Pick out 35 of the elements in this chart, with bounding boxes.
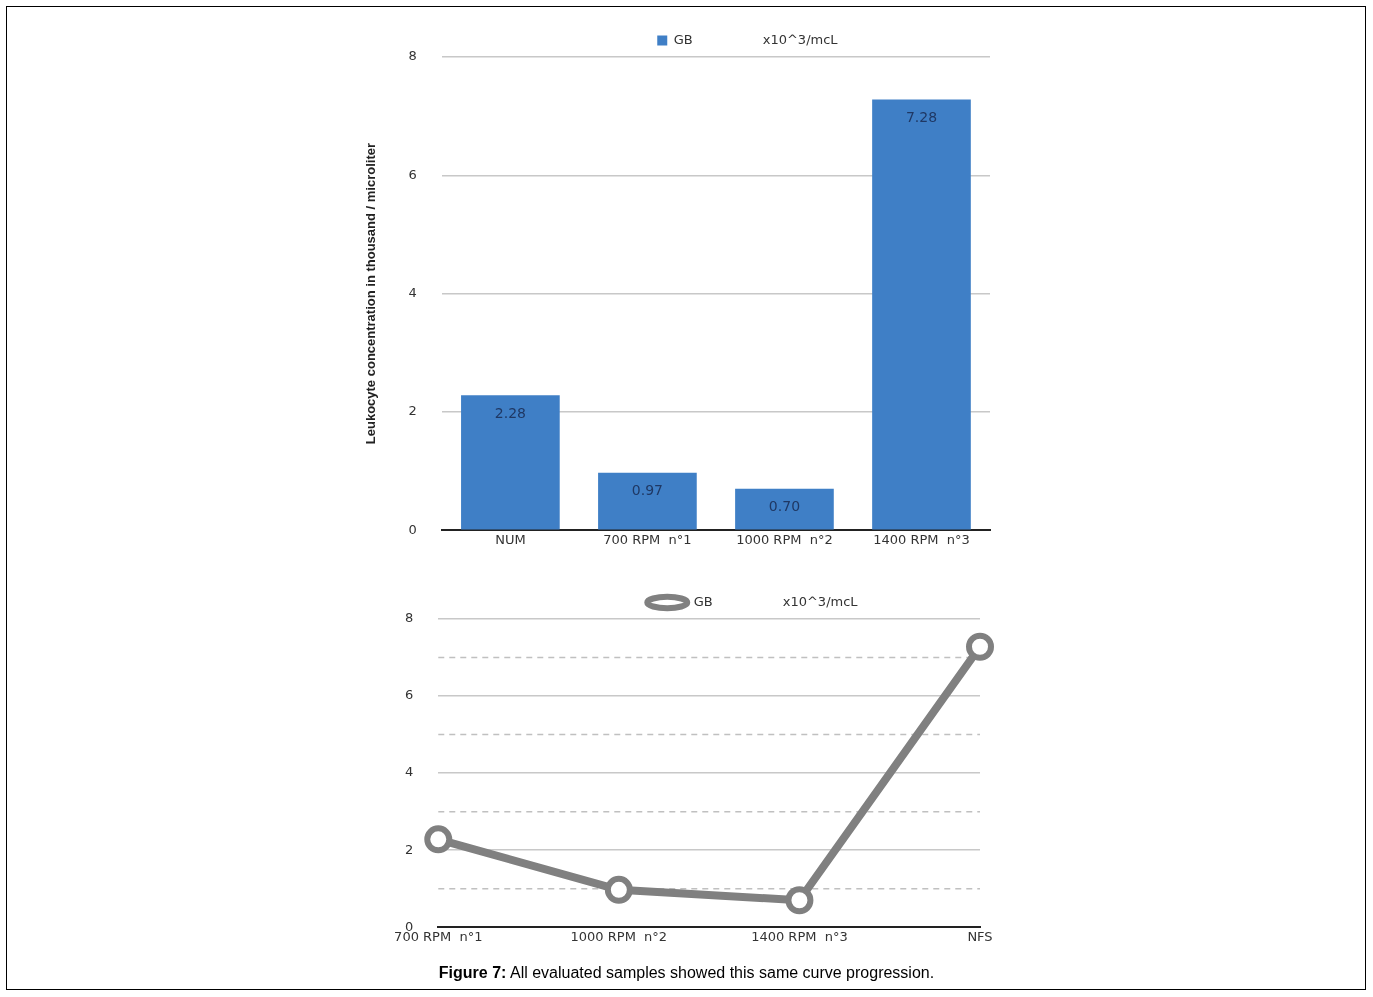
text: x10^3/mcL: [782, 593, 859, 609]
y-tick-label: 4: [408, 284, 417, 300]
bar: [872, 99, 971, 530]
legend-label: GB: [673, 31, 693, 47]
y-tick-label: 2: [408, 403, 417, 419]
text: 2.28: [494, 404, 526, 421]
x-tick-label: 700 RPM n°1: [394, 929, 483, 945]
y-tick-label: 4: [404, 764, 414, 780]
x-tick-label: 1400 RPM n°3: [751, 929, 848, 945]
y-tick-label: 0: [408, 521, 417, 537]
text: 7.28: [905, 109, 938, 126]
text: 0.70: [768, 498, 801, 515]
point: [424, 825, 453, 854]
x-tick-label: NUM: [495, 532, 526, 548]
y-tick-label: 2: [404, 841, 414, 857]
x-tick-label: 1000 RPM n°2: [736, 532, 833, 548]
x-tick-label: 700 RPM n°1: [603, 532, 692, 548]
y-tick-label: 6: [408, 166, 417, 182]
bar: [735, 488, 834, 530]
point: [604, 875, 633, 904]
caption: Figure 7: All evaluated samples showed this same curve progression.: [437, 964, 936, 982]
point: [966, 632, 994, 661]
y-tick-label: 8: [404, 610, 414, 626]
point: [785, 886, 814, 915]
y-axis-title: Leukocyte concentration in thousand / microliter: [363, 142, 379, 445]
text: x10^3/mcL: [762, 31, 839, 47]
x-tick-label: 1000 RPM n°2: [570, 929, 668, 945]
text: 0.97: [631, 482, 664, 499]
legend-label: GB: [693, 593, 713, 609]
x-tick-label: 1400 RPM n°3: [873, 532, 970, 548]
x-tick-label: NFS: [967, 929, 993, 945]
bar: [461, 395, 560, 530]
bar: [598, 472, 697, 530]
y-tick-label: 6: [404, 687, 414, 703]
y-tick-label: 8: [408, 48, 417, 64]
